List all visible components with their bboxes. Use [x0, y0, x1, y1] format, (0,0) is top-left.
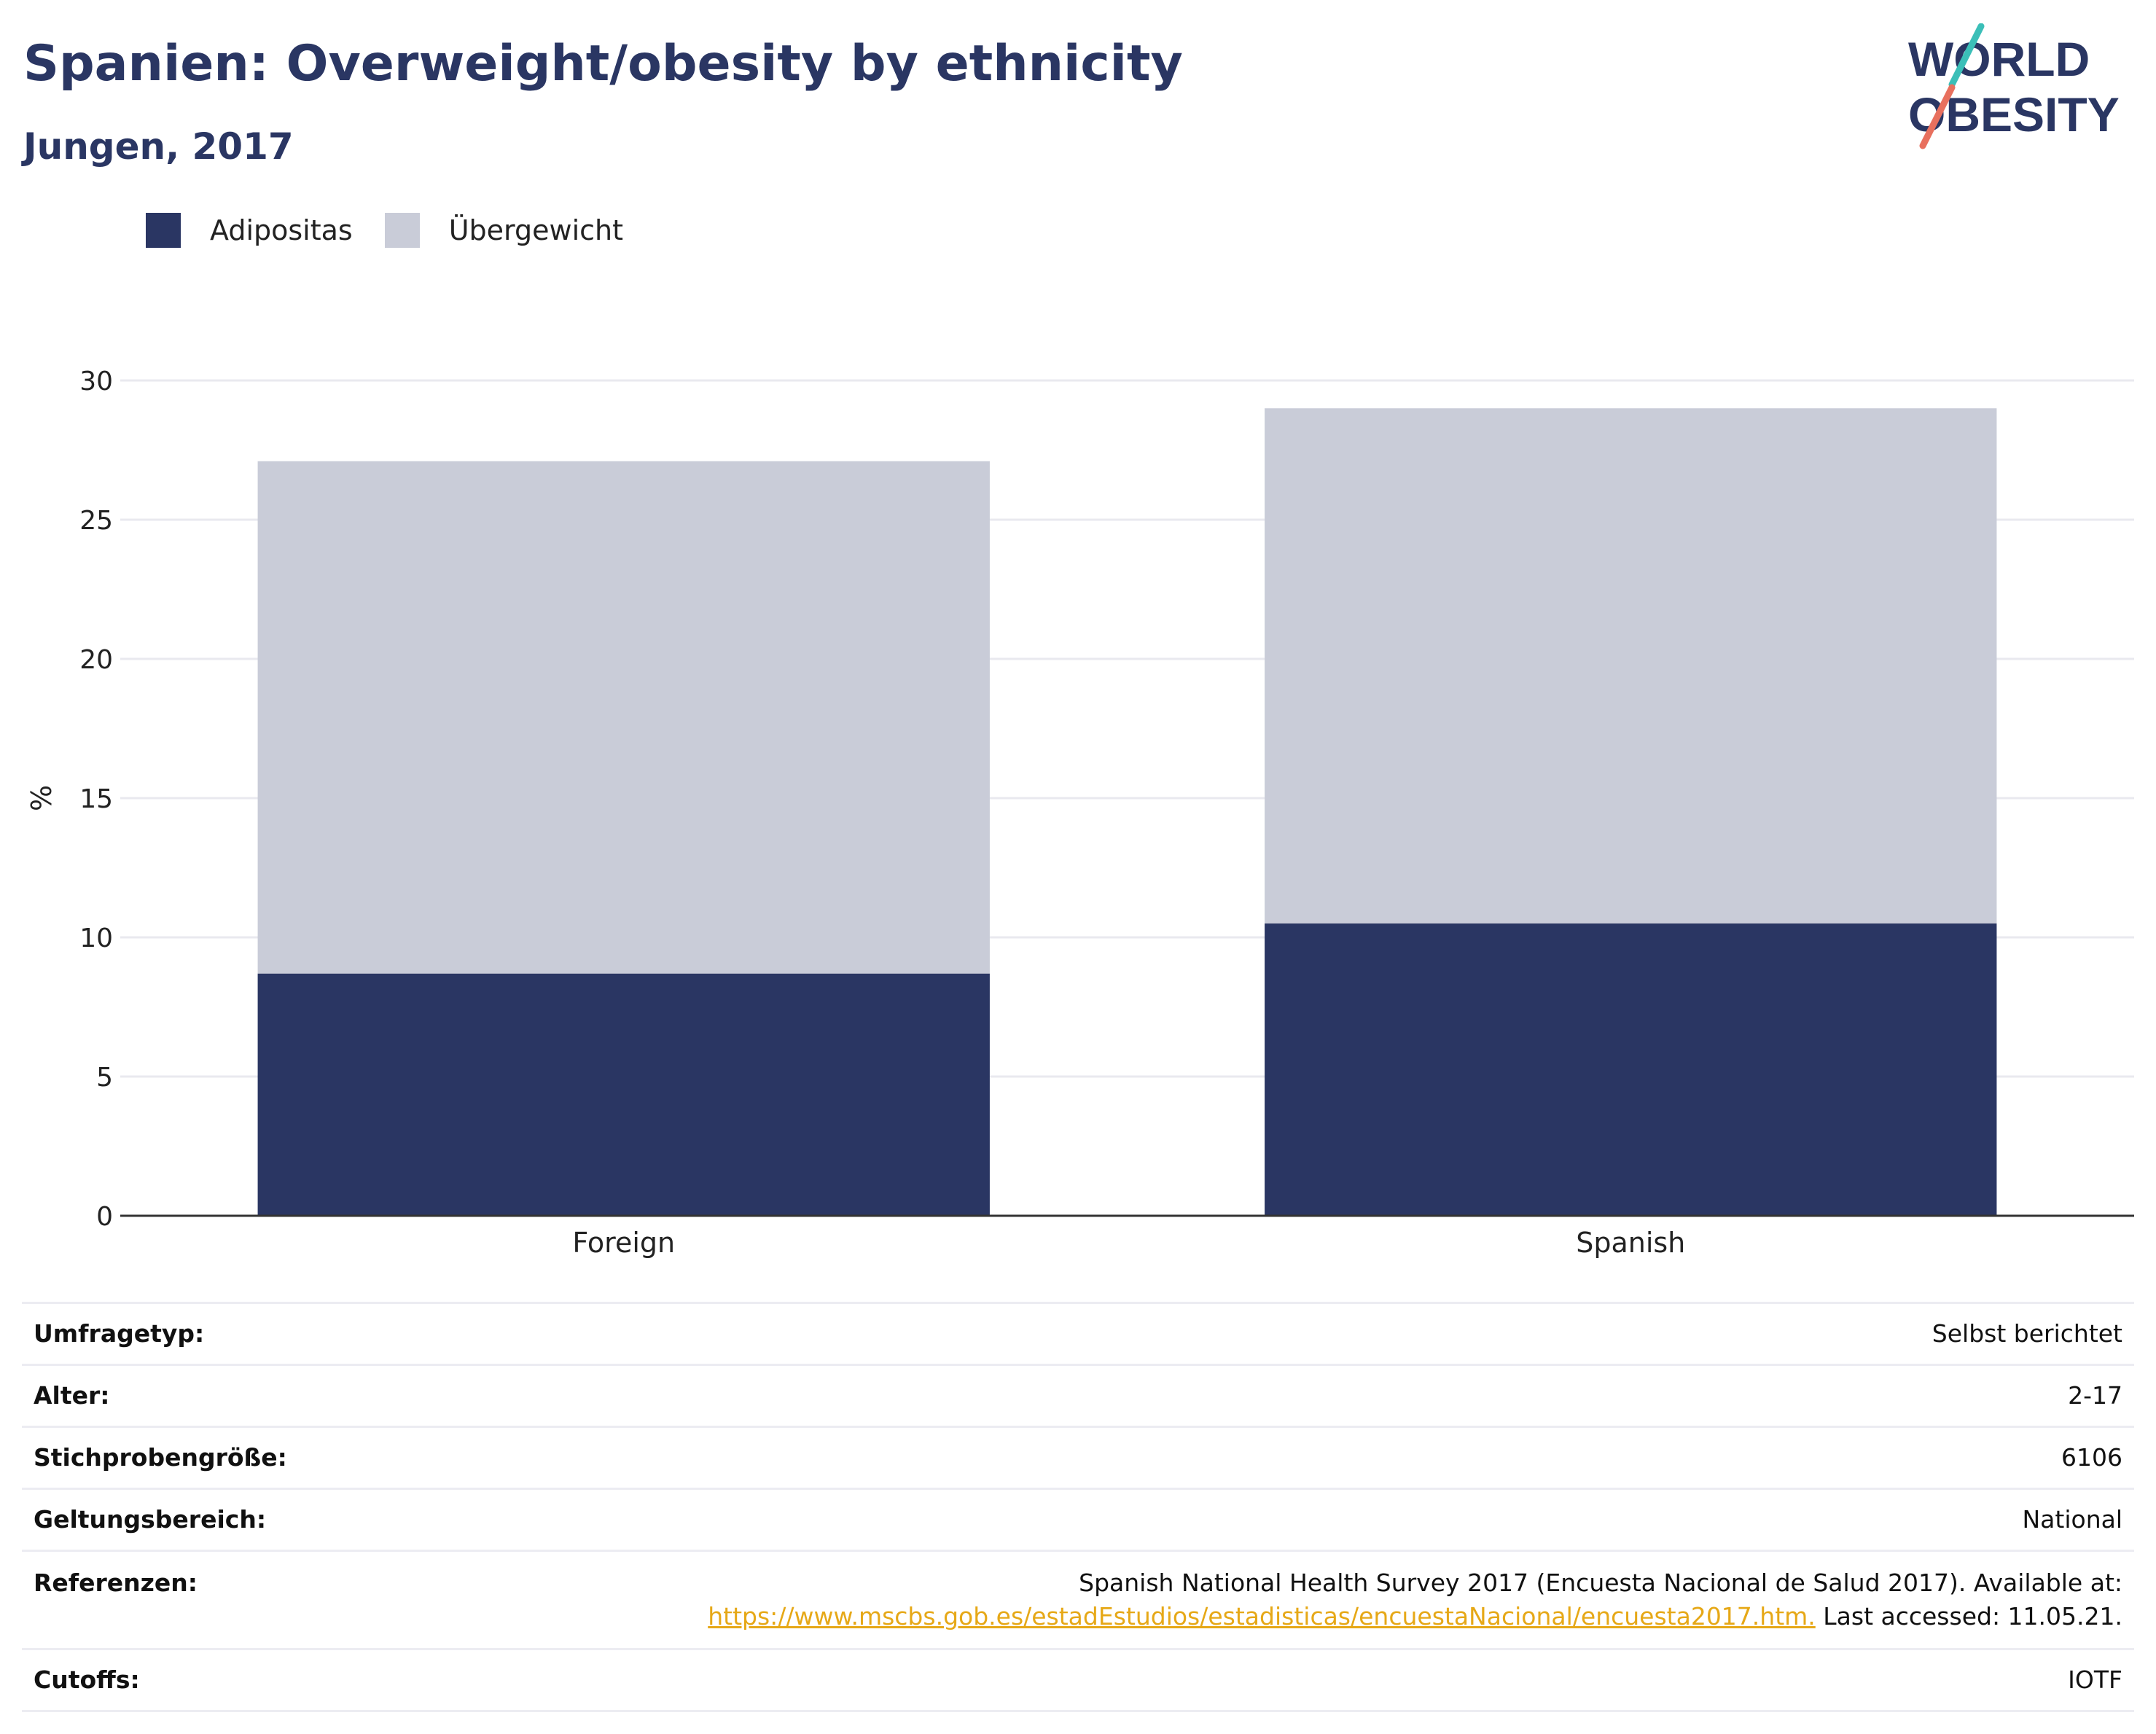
reference-accessed: Last accessed: 11.05.21.: [1815, 1602, 2122, 1630]
info-value: 6106: [483, 1426, 2134, 1490]
bar-obesity-foreign: [257, 973, 990, 1216]
x-tick-label: Foreign: [572, 1227, 675, 1259]
bar-chart: 0 5 10 15 20 25 30% Foreign Spanish: [26, 367, 2134, 1259]
y-tick-label: 5: [96, 1063, 113, 1093]
reference-text: Spanish National Health Survey 2017 (Enc…: [1079, 1569, 2122, 1597]
logo-word-obesity: OBESITY: [1908, 87, 2120, 141]
y-tick-label: 0: [96, 1202, 113, 1232]
legend-label-overweight: Übergewicht: [448, 214, 623, 246]
info-row-age: Alter: 2-17: [22, 1364, 2134, 1428]
info-label: Alter:: [22, 1364, 483, 1428]
info-value-references: Spanish National Health Survey 2017 (Enc…: [483, 1550, 2134, 1650]
info-row-references: Referenzen: Spanish National Health Surv…: [22, 1550, 2134, 1650]
y-tick-label: 10: [79, 923, 113, 953]
y-axis-title: %: [26, 785, 58, 811]
logo-word-world: WORLD: [1908, 32, 2090, 86]
info-value: National: [483, 1488, 2134, 1552]
info-row-scope: Geltungsbereich: National: [22, 1488, 2134, 1552]
info-value: 2-17: [483, 1364, 2134, 1428]
info-label: Stichprobengröße:: [22, 1426, 483, 1490]
info-label: Umfragetyp:: [22, 1302, 483, 1366]
legend-swatch-overweight: [384, 213, 420, 248]
y-tick-label: 30: [79, 367, 113, 397]
y-tick-label: 25: [79, 506, 113, 536]
info-value: IOTF: [483, 1648, 2134, 1712]
info-row-sample-size: Stichprobengröße: 6106: [22, 1426, 2134, 1490]
x-tick-label: Spanish: [1576, 1227, 1685, 1259]
info-row-survey-type: Umfragetyp: Selbst berichtet: [22, 1302, 2134, 1366]
chart-subtitle: Jungen, 2017: [23, 125, 294, 168]
info-label: Referenzen:: [22, 1550, 483, 1650]
survey-info-table: Umfragetyp: Selbst berichtet Alter: 2-17…: [22, 1302, 2134, 1712]
info-row-cutoffs: Cutoffs: IOTF: [22, 1648, 2134, 1712]
info-label: Geltungsbereich:: [22, 1488, 483, 1552]
info-value: Selbst berichtet: [483, 1302, 2134, 1366]
world-obesity-logo: WORLD OBESITY: [1908, 23, 2120, 149]
reference-link[interactable]: https://www.mscbs.gob.es/estadEstudios/e…: [708, 1602, 1816, 1630]
bar-overweight-foreign: [257, 461, 990, 974]
chart-title: Spanien: Overweight/obesity by ethnicity: [23, 35, 1183, 93]
legend-label-obesity: Adipositas: [210, 214, 353, 246]
info-label: Cutoffs:: [22, 1648, 483, 1712]
chart-legend: Adipositas Übergewicht: [146, 213, 655, 248]
legend-swatch-obesity: [146, 213, 181, 248]
legend-item-obesity[interactable]: Adipositas: [146, 213, 353, 248]
bar-overweight-spanish: [1265, 408, 1997, 923]
legend-item-overweight[interactable]: Übergewicht: [384, 213, 623, 248]
y-tick-label: 20: [79, 645, 113, 675]
y-tick-label: 15: [79, 784, 113, 814]
bar-obesity-spanish: [1265, 923, 1997, 1216]
